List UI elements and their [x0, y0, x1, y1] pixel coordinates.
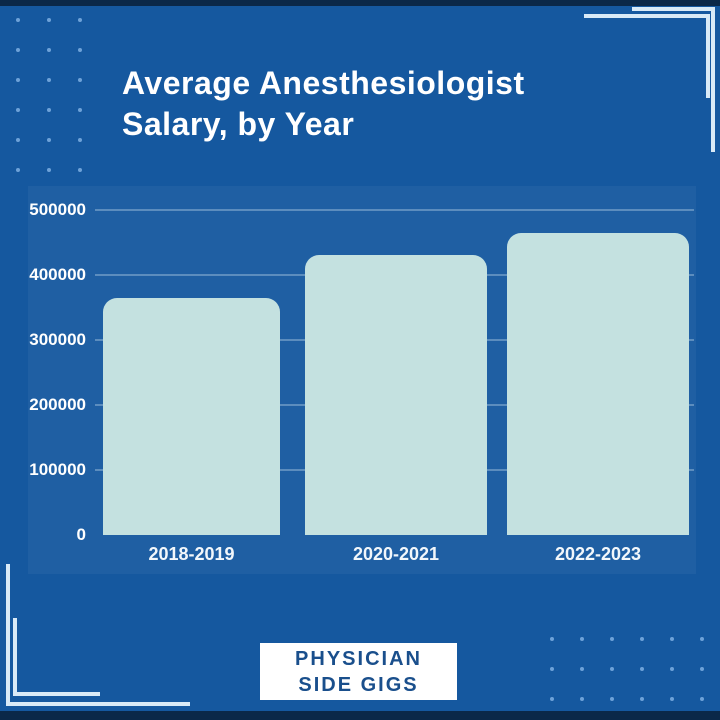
decorative-dot	[47, 18, 51, 22]
decorative-dot	[78, 138, 82, 142]
chart-title: Average Anesthesiologist Salary, by Year	[122, 63, 642, 145]
decorative-dot	[47, 78, 51, 82]
bar-2018-2019	[103, 298, 280, 535]
chart-title-line-2: Salary, by Year	[122, 106, 355, 143]
decorative-dot	[47, 48, 51, 52]
decorative-dot	[580, 697, 584, 701]
decorative-dot	[670, 697, 674, 701]
decorative-dot	[47, 138, 51, 142]
bottom-edge-strip	[0, 711, 720, 720]
decorative-dot	[640, 667, 644, 671]
y-axis-label-200000: 200000	[29, 395, 86, 414]
decorative-dot	[640, 697, 644, 701]
decorative-dot	[580, 667, 584, 671]
gridline-500000	[95, 209, 694, 211]
y-axis-label-300000: 300000	[29, 330, 86, 349]
y-axis-label-400000: 400000	[29, 265, 86, 284]
decorative-dot	[47, 168, 51, 172]
decorative-dot	[16, 48, 20, 52]
chart-title-line-1: Average Anesthesiologist	[122, 65, 525, 102]
decorative-dot	[78, 108, 82, 112]
decorative-dot	[700, 637, 704, 641]
bar-2020-2021	[305, 255, 487, 535]
corner-bracket-top-right-outer	[632, 7, 715, 152]
x-axis-label-2022-2023: 2022-2023	[554, 544, 642, 564]
decorative-dot	[700, 697, 704, 701]
decorative-dot	[610, 697, 614, 701]
y-axis-label-0: 0	[76, 525, 86, 544]
bar-2022-2023	[507, 233, 689, 535]
decorative-dot	[610, 667, 614, 671]
decorative-dot	[16, 138, 20, 142]
y-axis-label-500000: 500000	[29, 200, 86, 219]
decorative-dot	[78, 168, 82, 172]
decorative-dot	[16, 18, 20, 22]
decorative-dot	[78, 48, 82, 52]
decorative-dot	[610, 637, 614, 641]
decorative-dot	[78, 18, 82, 22]
decorative-dot	[16, 108, 20, 112]
decorative-dot	[16, 168, 20, 172]
x-axis-label-2020-2021: 2020-2021	[352, 544, 440, 564]
brand-badge: PHYSICIAN SIDE GIGS	[260, 643, 457, 700]
brand-badge-line-2: SIDE GIGS	[298, 673, 419, 696]
decorative-dot	[550, 667, 554, 671]
corner-bracket-bottom-left-inner	[13, 618, 100, 696]
top-edge-strip	[0, 0, 720, 6]
decorative-dot	[550, 697, 554, 701]
decorative-dot	[670, 667, 674, 671]
brand-badge-line-1: PHYSICIAN	[295, 647, 422, 670]
decorative-dot	[640, 637, 644, 641]
decorative-dot	[78, 78, 82, 82]
y-axis-label-100000: 100000	[29, 460, 86, 479]
decorative-dot	[670, 637, 674, 641]
decorative-dot	[580, 637, 584, 641]
decorative-dot	[47, 108, 51, 112]
decorative-dot	[550, 637, 554, 641]
corner-bracket-top-right-inner	[584, 14, 710, 98]
corner-bracket-bottom-left-outer	[6, 564, 190, 706]
decorative-dot	[16, 78, 20, 82]
decorative-dot	[700, 667, 704, 671]
x-axis-label-2018-2019: 2018-2019	[148, 544, 235, 564]
